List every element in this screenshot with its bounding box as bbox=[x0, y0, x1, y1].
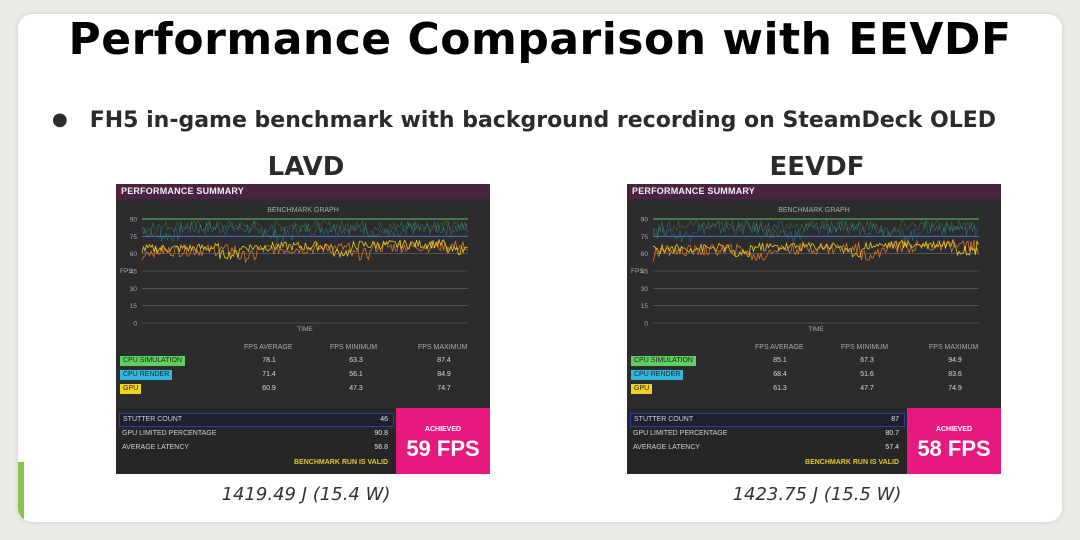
stutter-highlight-box: STUTTER COUNT 46 bbox=[119, 413, 394, 427]
y-tick-label: 15 bbox=[130, 303, 138, 310]
cpu-sim-minimum: 67.3 bbox=[860, 357, 874, 364]
achieved-fps-box: ACHIEVED 59 FPS bbox=[396, 408, 490, 474]
col-head-maximum: FPS MAXIMUM bbox=[929, 344, 979, 351]
graph-title: BENCHMARK GRAPH bbox=[267, 207, 339, 214]
gpu-average: 60.9 bbox=[262, 385, 276, 392]
average-latency-label: AVERAGE LATENCY bbox=[122, 444, 190, 451]
gpu-limited-value: 80.7 bbox=[885, 430, 899, 437]
gpu-average: 61.3 bbox=[773, 385, 787, 392]
gpu-label: GPU bbox=[120, 384, 142, 394]
panel-header: PERFORMANCE SUMMARY bbox=[116, 184, 490, 199]
y-tick-label: 90 bbox=[641, 217, 649, 224]
graph-title: BENCHMARK GRAPH bbox=[778, 207, 850, 214]
col-head-minimum: FPS MINIMUM bbox=[841, 344, 889, 351]
y-tick-label: 75 bbox=[641, 234, 649, 241]
y-tick-label: 0 bbox=[133, 321, 137, 328]
achieved-fps-value: 58 FPS bbox=[917, 436, 991, 461]
stutter-count-value: 87 bbox=[891, 416, 899, 423]
stutter-count-value: 46 bbox=[380, 416, 388, 423]
benchmark-valid-text: BENCHMARK RUN IS VALID bbox=[805, 459, 899, 466]
average-latency-label: AVERAGE LATENCY bbox=[633, 444, 701, 451]
lavd-title: LAVD bbox=[267, 152, 345, 182]
lavd-summary-panel: PERFORMANCE SUMMARY BENCHMARK GRAPH 90 75… bbox=[116, 184, 490, 474]
average-latency-value: 56.8 bbox=[374, 444, 388, 451]
col-head-minimum: FPS MINIMUM bbox=[330, 344, 378, 351]
bullet-dot-icon: ● bbox=[52, 109, 68, 130]
cpu-render-average: 71.4 bbox=[262, 371, 276, 378]
graph-series-line bbox=[141, 239, 468, 261]
achieved-label: ACHIEVED bbox=[424, 426, 462, 433]
lavd-energy: 1419.49 J (15.4 W) bbox=[221, 484, 391, 505]
achieved-label: ACHIEVED bbox=[935, 426, 973, 433]
graph-series-line bbox=[141, 240, 468, 264]
y-axis-label: FPS bbox=[120, 268, 133, 275]
eevdf-summary-panel: PERFORMANCE SUMMARY BENCHMARK GRAPH 90 75… bbox=[627, 184, 1001, 474]
bullet-point: ● FH5 in-game benchmark with background r… bbox=[52, 108, 996, 133]
gpu-maximum: 74.9 bbox=[948, 385, 962, 392]
cpu-render-maximum: 84.9 bbox=[437, 371, 451, 378]
slide: Performance Comparison with EEVDF ● FH5 i… bbox=[18, 14, 1062, 522]
benchmark-valid-text: BENCHMARK RUN IS VALID bbox=[294, 459, 388, 466]
stutter-highlight-box: STUTTER COUNT 87 bbox=[630, 413, 905, 427]
cpu-simulation-label: CPU SIMULATION bbox=[631, 356, 696, 366]
y-tick-label: 0 bbox=[644, 321, 648, 328]
y-axis-label: FPS bbox=[631, 268, 644, 275]
y-tick-label: 15 bbox=[641, 303, 649, 310]
cpu-sim-maximum: 87.4 bbox=[437, 357, 451, 364]
panel-header-text: PERFORMANCE SUMMARY bbox=[632, 186, 755, 196]
panel-stats-footer: STUTTER COUNT 87 GPU LIMITED PERCENTAGE … bbox=[627, 408, 907, 474]
cpu-render-label: CPU RENDER bbox=[120, 370, 173, 380]
average-latency-value: 57.4 bbox=[885, 444, 899, 451]
cpu-render-minimum: 56.1 bbox=[349, 371, 363, 378]
y-tick-label: 45 bbox=[130, 269, 138, 276]
gpu-limited-label: GPU LIMITED PERCENTAGE bbox=[633, 430, 728, 437]
cpu-render-maximum: 83.6 bbox=[948, 371, 962, 378]
achieved-fps-value: 59 FPS bbox=[406, 436, 480, 461]
panel-header: PERFORMANCE SUMMARY bbox=[627, 184, 1001, 199]
stutter-count-label: STUTTER COUNT bbox=[123, 416, 183, 423]
y-tick-label: 75 bbox=[130, 234, 138, 241]
cpu-sim-average: 85.1 bbox=[773, 357, 787, 364]
cpu-render-minimum: 51.6 bbox=[860, 371, 874, 378]
panel-stats-footer: STUTTER COUNT 46 GPU LIMITED PERCENTAGE … bbox=[116, 408, 396, 474]
y-tick-label: 60 bbox=[641, 251, 649, 258]
gpu-minimum: 47.3 bbox=[349, 385, 363, 392]
gpu-limited-value: 90.8 bbox=[374, 430, 388, 437]
benchmark-graph: 90 75 60 45 30 15 0 FPS TIME bbox=[120, 217, 468, 333]
stutter-count-label: STUTTER COUNT bbox=[634, 416, 694, 423]
cpu-sim-average: 78.1 bbox=[262, 357, 276, 364]
cpu-render-average: 68.4 bbox=[773, 371, 787, 378]
y-tick-label: 30 bbox=[641, 286, 649, 293]
x-axis-label: TIME bbox=[808, 326, 824, 333]
gpu-minimum: 47.7 bbox=[860, 385, 874, 392]
y-tick-label: 45 bbox=[641, 269, 649, 276]
cpu-sim-maximum: 94.9 bbox=[948, 357, 962, 364]
cpu-simulation-label: CPU SIMULATION bbox=[120, 356, 185, 366]
graph-series-line bbox=[141, 220, 468, 243]
gpu-label: GPU bbox=[631, 384, 653, 394]
eevdf-energy: 1423.75 J (15.5 W) bbox=[732, 484, 902, 505]
slide-title: Performance Comparison with EEVDF bbox=[68, 14, 1012, 65]
graph-series-line bbox=[652, 239, 979, 258]
slide-accent-bar bbox=[18, 462, 24, 522]
col-head-average: FPS AVERAGE bbox=[244, 344, 293, 351]
graph-series-line bbox=[141, 219, 468, 239]
graph-series-line bbox=[652, 219, 979, 239]
col-head-average: FPS AVERAGE bbox=[755, 344, 804, 351]
achieved-fps-box: ACHIEVED 58 FPS bbox=[907, 408, 1001, 474]
bullet-text: FH5 in-game benchmark with background re… bbox=[89, 108, 997, 133]
y-tick-label: 60 bbox=[130, 251, 138, 258]
panel-header-text: PERFORMANCE SUMMARY bbox=[121, 186, 244, 196]
gpu-maximum: 74.7 bbox=[437, 385, 451, 392]
col-head-maximum: FPS MAXIMUM bbox=[418, 344, 468, 351]
gpu-limited-label: GPU LIMITED PERCENTAGE bbox=[122, 430, 217, 437]
cpu-sim-minimum: 63.3 bbox=[349, 357, 363, 364]
benchmark-graph: 90 75 60 45 30 15 0 FPS TIME bbox=[631, 217, 979, 333]
y-tick-label: 90 bbox=[130, 217, 138, 224]
y-tick-label: 30 bbox=[130, 286, 138, 293]
eevdf-title: EEVDF bbox=[769, 152, 865, 182]
graph-series-line bbox=[652, 220, 979, 243]
cpu-render-label: CPU RENDER bbox=[631, 370, 684, 380]
x-axis-label: TIME bbox=[297, 326, 313, 333]
